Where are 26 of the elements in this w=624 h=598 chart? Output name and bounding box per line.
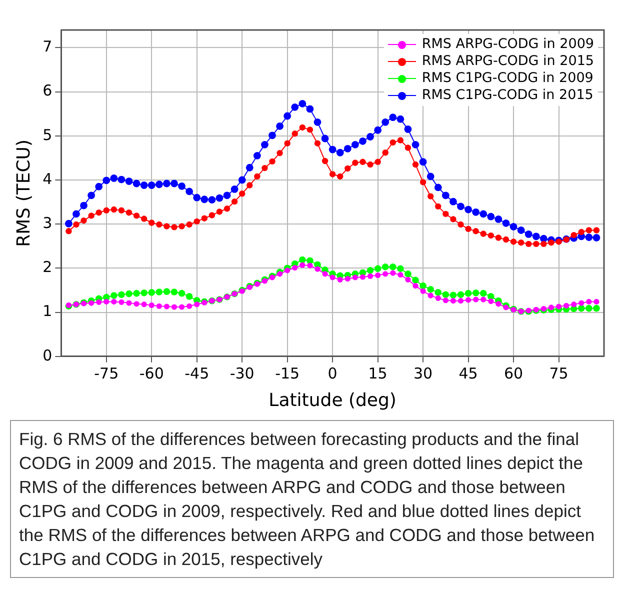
x-tick-label: -75 xyxy=(94,364,119,382)
y-tick-label: 7 xyxy=(42,38,52,56)
y-tick-label: 0 xyxy=(42,346,52,364)
y-tick-label: 6 xyxy=(42,82,52,100)
y-tick-label: 1 xyxy=(42,302,52,320)
x-tick-label: -45 xyxy=(184,364,210,382)
x-tick-label: 0 xyxy=(328,364,338,382)
caption: Fig. 6 RMS of the differences between forecasting products and the final CODG in 2009 and 2015. The magenta and green dotted lines depict the RMS of the differences between ARPG and CODG and those between C1PG and CODG in 2009, respectively. Red and blue dotted lines depict the RMS of the differences between ARPG and CODG and those between C1PG and CODG in 2015, respectively xyxy=(19,428,596,571)
legend-label: RMS ARPG-CODG in 2009 xyxy=(422,36,594,53)
legend-label: RMS C1PG-CODG in 2015 xyxy=(422,87,594,104)
x-tick-label: 60 xyxy=(504,364,524,382)
y-tick-label: 2 xyxy=(42,258,52,276)
y-tick-label: 3 xyxy=(42,214,52,232)
x-tick-label: -30 xyxy=(230,364,254,382)
y-axis-title: RMS (TECU) xyxy=(13,140,34,247)
x-tick-label: -60 xyxy=(139,364,164,382)
y-tick-label: 5 xyxy=(42,126,52,144)
legend-label: RMS ARPG-CODG in 2015 xyxy=(422,53,594,70)
x-tick-label: 75 xyxy=(549,364,568,382)
x-tick-label: 30 xyxy=(414,364,433,382)
x-tick-label: 45 xyxy=(458,364,478,382)
x-tick-label: -15 xyxy=(275,364,300,382)
x-tick-label: 15 xyxy=(368,364,388,382)
legend-label: RMS C1PG-CODG in 2009 xyxy=(422,70,594,87)
x-axis-title: Latitude (deg) xyxy=(268,390,396,411)
y-tick-label: 4 xyxy=(42,170,52,188)
